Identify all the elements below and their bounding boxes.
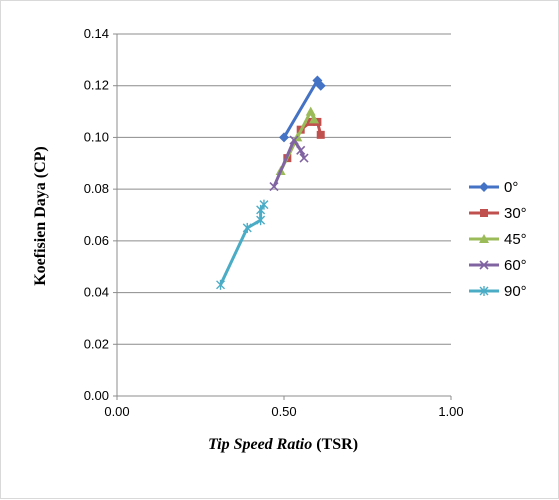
- y-tick-labels: 0.00 0.02 0.04 0.06 0.08 0.10 0.12 0.14: [84, 26, 109, 403]
- x-tick-label: 0.50: [271, 404, 296, 419]
- series-line: [272, 138, 306, 188]
- series-layer: [216, 75, 326, 290]
- gridlines: [117, 33, 451, 345]
- star-marker: [479, 286, 489, 296]
- x-marker: [479, 260, 489, 270]
- y-tick-label: 0.14: [84, 26, 109, 41]
- star-marker: [256, 215, 266, 226]
- diamond-marker: [315, 80, 326, 91]
- x-marker: [269, 181, 279, 192]
- star-marker: [216, 279, 226, 290]
- triangle-marker: [309, 114, 320, 124]
- diamond-marker: [279, 132, 289, 143]
- x-tick-label: 0.00: [104, 404, 129, 419]
- star-marker: [242, 222, 252, 233]
- legend-label: 90°: [504, 283, 527, 300]
- x-marker: [299, 153, 309, 163]
- star-marker: [259, 199, 269, 210]
- legend-item: 45°: [469, 231, 527, 248]
- triangle-marker: [305, 106, 316, 116]
- square-marker: [480, 209, 488, 217]
- y-tick-label: 0.10: [84, 129, 109, 144]
- legend-label: 0°: [504, 179, 518, 196]
- series-4: [216, 199, 269, 290]
- legend-item: 90°: [469, 283, 527, 300]
- triangle-marker: [479, 234, 489, 243]
- legend-label: 45°: [504, 231, 527, 248]
- x-axis-label: Tip Speed Ratio (TSR): [208, 436, 358, 453]
- legend-label: 30°: [504, 205, 527, 222]
- series-3: [269, 135, 309, 192]
- x-tick-label: 1.00: [438, 404, 463, 419]
- x-tick-labels: 0.00 0.50 1.00: [104, 404, 463, 419]
- y-axis-label: Koefisien Daya (CP): [32, 146, 49, 286]
- y-tick-label: 0.04: [84, 285, 109, 300]
- x-axis-label-italic: Tip Speed Ratio: [208, 436, 312, 453]
- y-tick-label: 0.06: [84, 233, 109, 248]
- y-tick-label: 0.12: [84, 78, 109, 93]
- y-tick-label: 0.08: [84, 181, 109, 196]
- x-axis-label-rest: (TSR): [312, 436, 358, 453]
- axes: [113, 33, 452, 400]
- legend-item: 30°: [469, 205, 527, 222]
- legend-item: 0°: [469, 179, 518, 196]
- legend-item: 60°: [469, 257, 527, 274]
- diamond-marker: [479, 182, 489, 192]
- legend: 0° 30° 45° 60° 90°: [469, 179, 527, 300]
- x-marker: [289, 135, 299, 145]
- y-tick-label: 0.02: [84, 336, 109, 351]
- x-marker: [296, 145, 306, 155]
- y-tick-label: 0.00: [84, 388, 109, 403]
- square-marker: [316, 130, 325, 139]
- legend-label: 60°: [504, 257, 527, 274]
- series-0: [279, 75, 326, 143]
